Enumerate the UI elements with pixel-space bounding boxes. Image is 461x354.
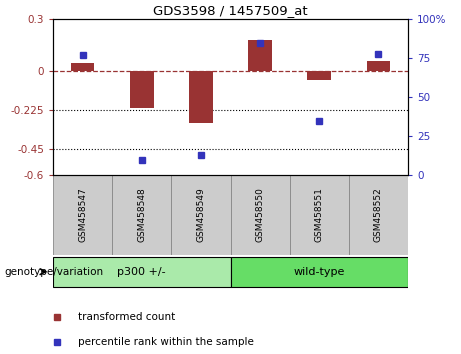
Text: transformed count: transformed count xyxy=(78,312,175,322)
Text: wild-type: wild-type xyxy=(294,267,345,277)
Title: GDS3598 / 1457509_at: GDS3598 / 1457509_at xyxy=(153,4,308,17)
Text: GSM458547: GSM458547 xyxy=(78,188,87,242)
Text: GSM458551: GSM458551 xyxy=(315,188,324,242)
Bar xyxy=(307,72,331,80)
Text: p300 +/-: p300 +/- xyxy=(118,267,166,277)
Bar xyxy=(71,63,95,72)
FancyBboxPatch shape xyxy=(230,175,290,255)
Bar xyxy=(130,72,154,108)
Text: GSM458548: GSM458548 xyxy=(137,188,146,242)
Text: GSM458550: GSM458550 xyxy=(255,188,265,242)
Text: percentile rank within the sample: percentile rank within the sample xyxy=(78,337,254,347)
Text: genotype/variation: genotype/variation xyxy=(5,267,104,277)
Text: GSM458552: GSM458552 xyxy=(374,188,383,242)
Bar xyxy=(366,61,390,72)
FancyBboxPatch shape xyxy=(171,175,230,255)
FancyBboxPatch shape xyxy=(290,175,349,255)
Text: GSM458549: GSM458549 xyxy=(196,188,206,242)
FancyBboxPatch shape xyxy=(349,175,408,255)
Bar xyxy=(248,40,272,72)
FancyBboxPatch shape xyxy=(112,175,171,255)
Bar xyxy=(189,72,213,123)
FancyBboxPatch shape xyxy=(53,257,230,287)
FancyBboxPatch shape xyxy=(230,257,408,287)
FancyBboxPatch shape xyxy=(53,175,112,255)
